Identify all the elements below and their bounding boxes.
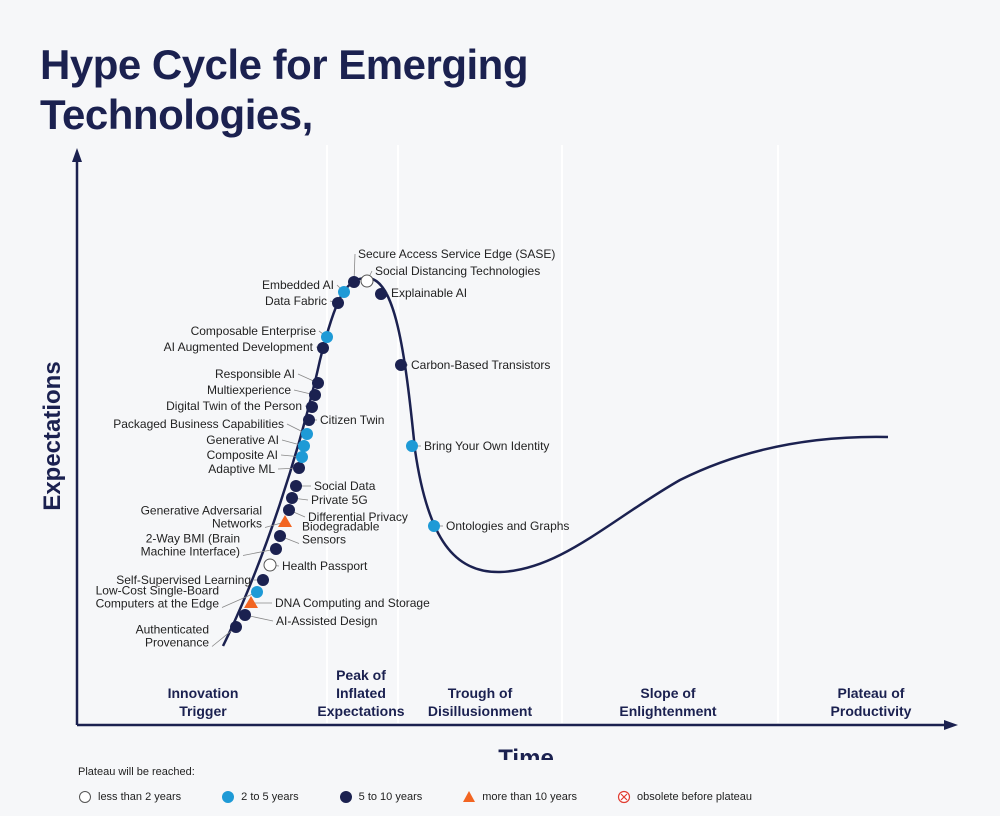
technology-label: AI-Assisted Design bbox=[276, 614, 377, 628]
legend: Plateau will be reached: less than 2 yea… bbox=[78, 766, 978, 804]
title-line-1: Hype Cycle for Emerging bbox=[40, 41, 528, 88]
marker-more-than-10-years bbox=[278, 515, 292, 527]
legend-label: obsolete before plateau bbox=[637, 791, 752, 803]
marker-5-to-10-years bbox=[290, 480, 302, 492]
technology-label: Private 5G bbox=[311, 493, 368, 507]
leader-line bbox=[221, 591, 258, 608]
technology-markers bbox=[230, 274, 440, 633]
x-axis-title: Time bbox=[498, 745, 554, 760]
legend-label: 5 to 10 years bbox=[358, 791, 423, 803]
marker-2-to-5-years bbox=[428, 520, 440, 532]
phase-label: Peak of Inflated Expectations bbox=[317, 667, 404, 719]
technology-label: Carbon-Based Transistors bbox=[411, 358, 550, 372]
technology-label: Embedded AI bbox=[262, 278, 334, 292]
technology-label: Secure Access Service Edge (SASE) bbox=[358, 247, 555, 261]
technology-label: Composite AI bbox=[207, 448, 278, 462]
marker-more-than-10-years bbox=[244, 596, 258, 608]
phase-label: Trough of Disillusionment bbox=[428, 685, 533, 719]
technology-labels: Authenticated Provenance AI-Assisted Desig… bbox=[96, 247, 570, 650]
legend-item: obsolete before plateau bbox=[617, 790, 752, 804]
phase-labels: Innovation Trigger Peak of Inflated Expectat… bbox=[168, 667, 912, 719]
hype-cycle-chart: Expectations Time Authenticated Provenanc… bbox=[39, 145, 958, 760]
marker-5-to-10-years bbox=[317, 342, 329, 354]
phase-dividers bbox=[326, 145, 779, 723]
legend-symbol-icon bbox=[79, 791, 91, 803]
marker-5-to-10-years bbox=[270, 543, 282, 555]
technology-label: DNA Computing and Storage bbox=[275, 596, 430, 610]
legend-symbol-icon bbox=[617, 790, 631, 804]
marker-2-to-5-years bbox=[321, 331, 333, 343]
technology-label: Citizen Twin bbox=[320, 413, 384, 427]
marker-2-to-5-years bbox=[301, 428, 313, 440]
technology-label: 2-Way BMI (Brain Machine Interface) bbox=[141, 532, 240, 559]
legend-label: 2 to 5 years bbox=[241, 791, 299, 803]
technology-label: Composable Enterprise bbox=[191, 324, 317, 338]
marker-5-to-10-years bbox=[286, 492, 298, 504]
legend-item: more than 10 years bbox=[462, 790, 577, 804]
technology-label: Social Distancing Technologies bbox=[375, 264, 540, 278]
phase-label: Slope of Enlightenment bbox=[619, 685, 717, 719]
marker-5-to-10-years bbox=[239, 609, 251, 621]
technology-label: Low-Cost Single-Board Computers at the Ed… bbox=[96, 584, 220, 611]
phase-label: Plateau of Productivity bbox=[831, 685, 912, 719]
marker-2-to-5-years bbox=[296, 451, 308, 463]
legend-symbol-icon bbox=[222, 791, 235, 803]
marker-5-to-10-years bbox=[348, 276, 360, 288]
marker-2-to-5-years bbox=[298, 440, 310, 452]
technology-label: Adaptive ML bbox=[208, 462, 275, 476]
legend-symbol-icon bbox=[463, 791, 476, 802]
marker-2-to-5-years bbox=[338, 286, 350, 298]
technology-label: Authenticated Provenance bbox=[136, 623, 210, 650]
marker-less-than-2-years bbox=[360, 274, 374, 288]
marker-5-to-10-years bbox=[306, 401, 318, 413]
legend-label: less than 2 years bbox=[98, 791, 182, 803]
phase-label: Innovation Trigger bbox=[168, 685, 239, 719]
technology-label: Social Data bbox=[314, 479, 376, 493]
marker-5-to-10-years bbox=[312, 377, 324, 389]
technology-label: Responsible AI bbox=[215, 367, 295, 381]
technology-label: Differential Privacy bbox=[308, 510, 408, 524]
technology-label: Digital Twin of the Person bbox=[166, 399, 302, 413]
marker-5-to-10-years bbox=[303, 414, 315, 426]
y-axis-arrow bbox=[72, 148, 82, 162]
technology-label: Packaged Business Capabilities bbox=[113, 417, 284, 431]
chart-title: Hype Cycle for Emerging Technologies, bbox=[40, 40, 528, 140]
marker-5-to-10-years bbox=[395, 359, 407, 371]
legend-item: 2 to 5 years bbox=[221, 790, 299, 804]
technology-label: Generative Adversarial Networks bbox=[141, 504, 262, 531]
technology-label: Bring Your Own Identity bbox=[424, 439, 549, 453]
technology-label: Ontologies and Graphs bbox=[446, 519, 569, 533]
marker-5-to-10-years bbox=[283, 504, 295, 516]
technology-label: Multiexperience bbox=[207, 383, 291, 397]
technology-label: AI Augmented Development bbox=[164, 340, 314, 354]
technology-label: Generative AI bbox=[206, 433, 279, 447]
legend-items: less than 2 years 2 to 5 years 5 to 10 yea… bbox=[78, 790, 978, 804]
marker-5-to-10-years bbox=[293, 462, 305, 474]
legend-item: 5 to 10 years bbox=[339, 790, 423, 804]
marker-5-to-10-years bbox=[274, 530, 286, 542]
technology-label: Biodegradable Sensors bbox=[302, 520, 380, 547]
legend-label: more than 10 years bbox=[482, 791, 578, 803]
marker-5-to-10-years bbox=[230, 621, 242, 633]
axes bbox=[72, 148, 958, 730]
legend-symbol-icon bbox=[339, 791, 352, 803]
marker-5-to-10-years bbox=[257, 574, 269, 586]
marker-2-to-5-years bbox=[251, 586, 263, 598]
title-line-2: Technologies, bbox=[40, 91, 313, 138]
technology-label: Data Fabric bbox=[265, 294, 327, 308]
technology-label: Health Passport bbox=[282, 559, 368, 573]
marker-2-to-5-years bbox=[406, 440, 418, 452]
legend-item: less than 2 years bbox=[78, 790, 181, 804]
technology-label: Self-Supervised Learning bbox=[116, 573, 251, 587]
marker-less-than-2-years bbox=[263, 558, 277, 572]
legend-title: Plateau will be reached: bbox=[78, 766, 195, 778]
technology-label: Explainable AI bbox=[391, 286, 467, 300]
marker-5-to-10-years bbox=[332, 297, 344, 309]
x-axis-arrow bbox=[944, 720, 958, 730]
marker-5-to-10-years bbox=[309, 389, 321, 401]
y-axis-title: Expectations bbox=[39, 361, 66, 510]
marker-5-to-10-years bbox=[375, 288, 387, 300]
